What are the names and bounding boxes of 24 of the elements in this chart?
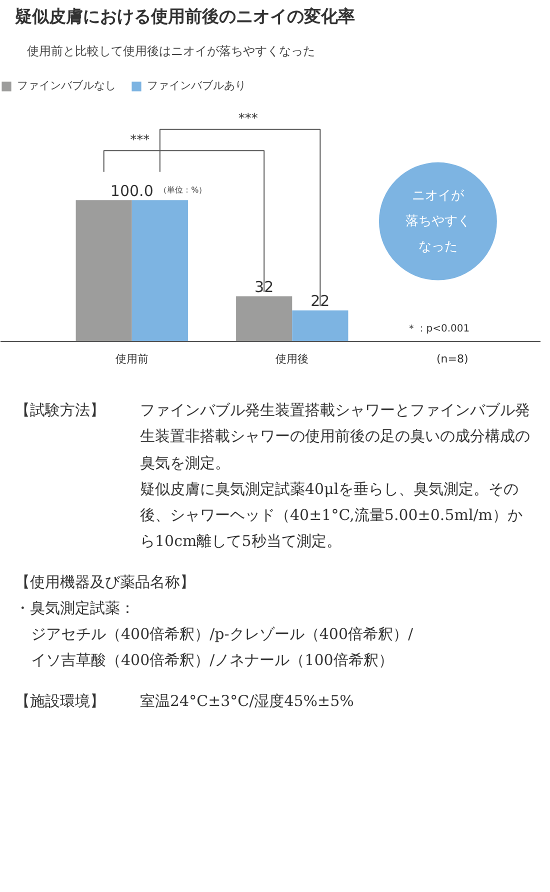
text: ・臭気測定試薬： bbox=[15, 598, 136, 619]
text: *** bbox=[130, 132, 150, 148]
text: 室温24°C±3°C/湿度45%±5% bbox=[140, 690, 355, 712]
text: 【試験方法】 bbox=[15, 400, 106, 421]
text: イソ吉草酸（400倍希釈）/ノネナール（100倍希釈） bbox=[31, 651, 394, 670]
chart-title: 疑似皮膚における使用前後のニオイの変化率 bbox=[15, 6, 355, 29]
text: 【使用機器及び薬品名称】 bbox=[15, 572, 196, 592]
text: ニオイが bbox=[412, 188, 465, 204]
text: 落ちやすく bbox=[405, 214, 470, 229]
data-label: 100.0 bbox=[110, 182, 154, 200]
text: *** bbox=[238, 112, 258, 127]
legend-label: ファインバブルあり bbox=[147, 78, 246, 93]
legend-label: ファインバブルなし bbox=[17, 78, 116, 93]
x-tick-label: 使用後 bbox=[276, 352, 309, 366]
text: (n=8) bbox=[436, 352, 468, 366]
text: ジアセチル（400倍希釈）/p-クレゾール（400倍希釈）/ bbox=[31, 625, 414, 643]
text: 疑似皮膚に臭気測定試薬40μlを垂らし、臭気測定。その後、シャワーヘッド（40±1°C,流量5.00±0.5ml/m）から10cm離して5秒当て測定。 bbox=[140, 480, 523, 550]
x-tick-label: 使用前 bbox=[115, 352, 148, 366]
text: ファインバブル発生装置搭載シャワーとファインバブル発生装置非搭載シャワーの使用前後の足の臭いの成分構成の臭気を測定。 bbox=[140, 401, 530, 472]
text: 【施設環境】 bbox=[15, 690, 106, 712]
text: （単位：%） bbox=[159, 185, 207, 194]
text: ＊：p<0.001 bbox=[406, 323, 470, 334]
chart-subtitle: 使用前と比較して使用後はニオイが落ちやすくなった bbox=[27, 43, 315, 60]
text: なった bbox=[418, 239, 458, 254]
